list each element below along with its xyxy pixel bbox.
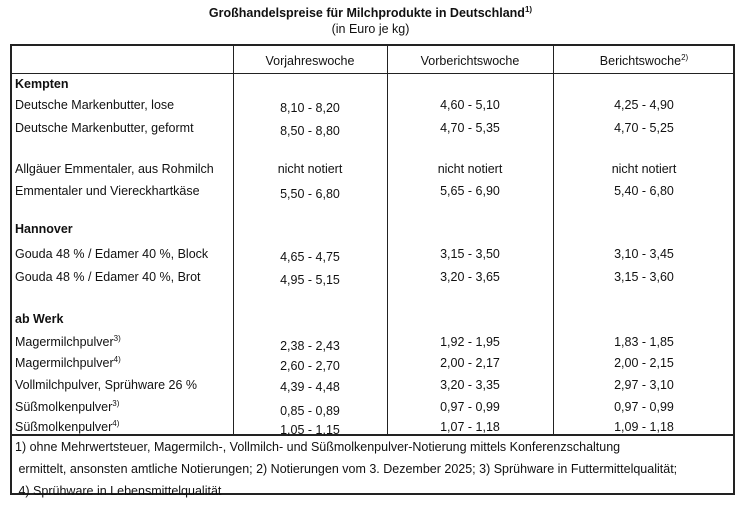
price-range-cell: 2,60 - 2,70 <box>280 359 340 373</box>
row-label-text: Allgäuer Emmentaler, aus Rohmilch <box>15 162 214 176</box>
footnote-ref: 3) <box>112 399 120 408</box>
section-heading: Hannover <box>15 222 73 236</box>
row-label: Allgäuer Emmentaler, aus Rohmilch <box>15 162 214 176</box>
price-range-cell: 1,07 - 1,18 <box>440 420 500 434</box>
row-label-text: Gouda 48 % / Edamer 40 %, Block <box>15 247 209 261</box>
price-range-cell: 4,70 - 5,35 <box>440 121 500 135</box>
price-range-cell: 2,38 - 2,43 <box>280 339 340 353</box>
row-label: Gouda 48 % / Edamer 40 %, Block <box>15 247 208 261</box>
header-divider <box>12 73 733 74</box>
column-header: Vorberichtswoche <box>387 54 553 68</box>
price-range-cell: 0,97 - 0,99 <box>614 400 674 414</box>
price-range-cell: 2,00 - 2,15 <box>614 356 674 370</box>
price-range-cell: 2,97 - 3,10 <box>614 378 674 392</box>
row-label: Magermilchpulver3) <box>15 334 121 350</box>
price-range-cell: 3,20 - 3,65 <box>440 270 500 284</box>
footnote-line: 1) ohne Mehrwertsteuer, Magermilch-, Vol… <box>15 440 621 454</box>
price-range-cell: 1,83 - 1,85 <box>614 335 674 349</box>
price-range-cell: 1,05 - 1,15 <box>280 423 340 437</box>
row-label: Gouda 48 % / Edamer 40 %, Brot <box>15 270 201 284</box>
column-header: Vorjahreswoche <box>233 54 387 68</box>
column-divider <box>233 46 234 434</box>
price-range-cell: 4,70 - 5,25 <box>614 121 674 135</box>
price-range-cell: 1,92 - 1,95 <box>440 335 500 349</box>
section-heading: Kempten <box>15 77 69 91</box>
price-range-cell: 5,50 - 6,80 <box>280 187 340 201</box>
footnote-ref: 4) <box>113 355 121 364</box>
column-divider <box>387 46 388 434</box>
row-label-text: Emmentaler und Viereckhartkäse <box>15 184 200 198</box>
price-range-cell: nicht notiert <box>437 162 503 176</box>
row-label: Süßmolkenpulver3) <box>15 399 120 415</box>
row-label-text: Magermilchpulver <box>15 356 114 370</box>
column-header: Berichtswoche2) <box>553 53 735 69</box>
price-range-cell: 5,65 - 6,90 <box>440 184 500 198</box>
price-table: Vorjahreswoche Vorberichtswoche Berichtswo… <box>10 44 735 498</box>
column-header-label: Vorjahreswoche <box>265 54 355 68</box>
row-label-text: Vollmilchpulver, Sprühware 26 % <box>15 378 198 392</box>
price-range-cell: 8,10 - 8,20 <box>280 101 340 115</box>
table-title: Großhandelspreise für Milchprodukte in D… <box>208 5 533 21</box>
price-range-cell: 3,20 - 3,35 <box>440 378 500 392</box>
price-range-cell: nicht notiert <box>611 162 677 176</box>
row-label-text: Deutsche Markenbutter, lose <box>15 98 175 112</box>
price-range-cell: 2,00 - 2,17 <box>440 356 500 370</box>
section-heading: ab Werk <box>15 312 64 326</box>
footnote-line: ermittelt, ansonsten amtliche Notierunge… <box>15 462 678 476</box>
row-label: Vollmilchpulver, Sprühware 26 % <box>15 378 197 392</box>
price-range-cell: 4,25 - 4,90 <box>614 98 674 112</box>
row-label-text: Süßmolkenpulver <box>15 400 113 414</box>
footnote-ref: 2) <box>681 53 689 62</box>
footnote-divider <box>12 434 733 436</box>
price-range-cell: 1,09 - 1,18 <box>614 420 674 434</box>
footnote-line: 4) Sprühware in Lebensmittelqualität <box>15 484 222 498</box>
row-label-text: Gouda 48 % / Edamer 40 %, Brot <box>15 270 201 284</box>
price-range-cell: nicht notiert <box>277 162 343 176</box>
price-range-cell: 3,15 - 3,60 <box>614 270 674 284</box>
price-range-cell: 4,39 - 4,48 <box>280 380 340 394</box>
footnote-ref: 4) <box>112 419 120 428</box>
row-label: Deutsche Markenbutter, lose <box>15 98 174 112</box>
row-label: Emmentaler und Viereckhartkäse <box>15 184 200 198</box>
price-range-cell: 4,95 - 5,15 <box>280 273 340 287</box>
row-label-text: Deutsche Markenbutter, geformt <box>15 121 194 135</box>
column-divider <box>553 46 554 434</box>
price-range-cell: 4,60 - 5,10 <box>440 98 500 112</box>
price-range-cell: 8,50 - 8,80 <box>280 124 340 138</box>
price-range-cell: 0,85 - 0,89 <box>280 404 340 418</box>
column-header-label: Vorberichtswoche <box>420 54 520 68</box>
price-range-cell: 0,97 - 0,99 <box>440 400 500 414</box>
price-range-cell: 3,15 - 3,50 <box>440 247 500 261</box>
row-label: Deutsche Markenbutter, geformt <box>15 121 194 135</box>
price-range-cell: 3,10 - 3,45 <box>614 247 674 261</box>
column-header-label: Berichtswoche <box>599 54 682 68</box>
footnote-ref: 3) <box>113 334 121 343</box>
price-range-cell: 5,40 - 6,80 <box>614 184 674 198</box>
row-label-text: Magermilchpulver <box>15 335 114 349</box>
row-label: Süßmolkenpulver4) <box>15 419 120 435</box>
price-range-cell: 4,65 - 4,75 <box>280 250 340 264</box>
row-label: Magermilchpulver4) <box>15 355 121 371</box>
row-label-text: Süßmolkenpulver <box>15 420 113 434</box>
table-subtitle: (in Euro je kg) <box>331 22 410 36</box>
